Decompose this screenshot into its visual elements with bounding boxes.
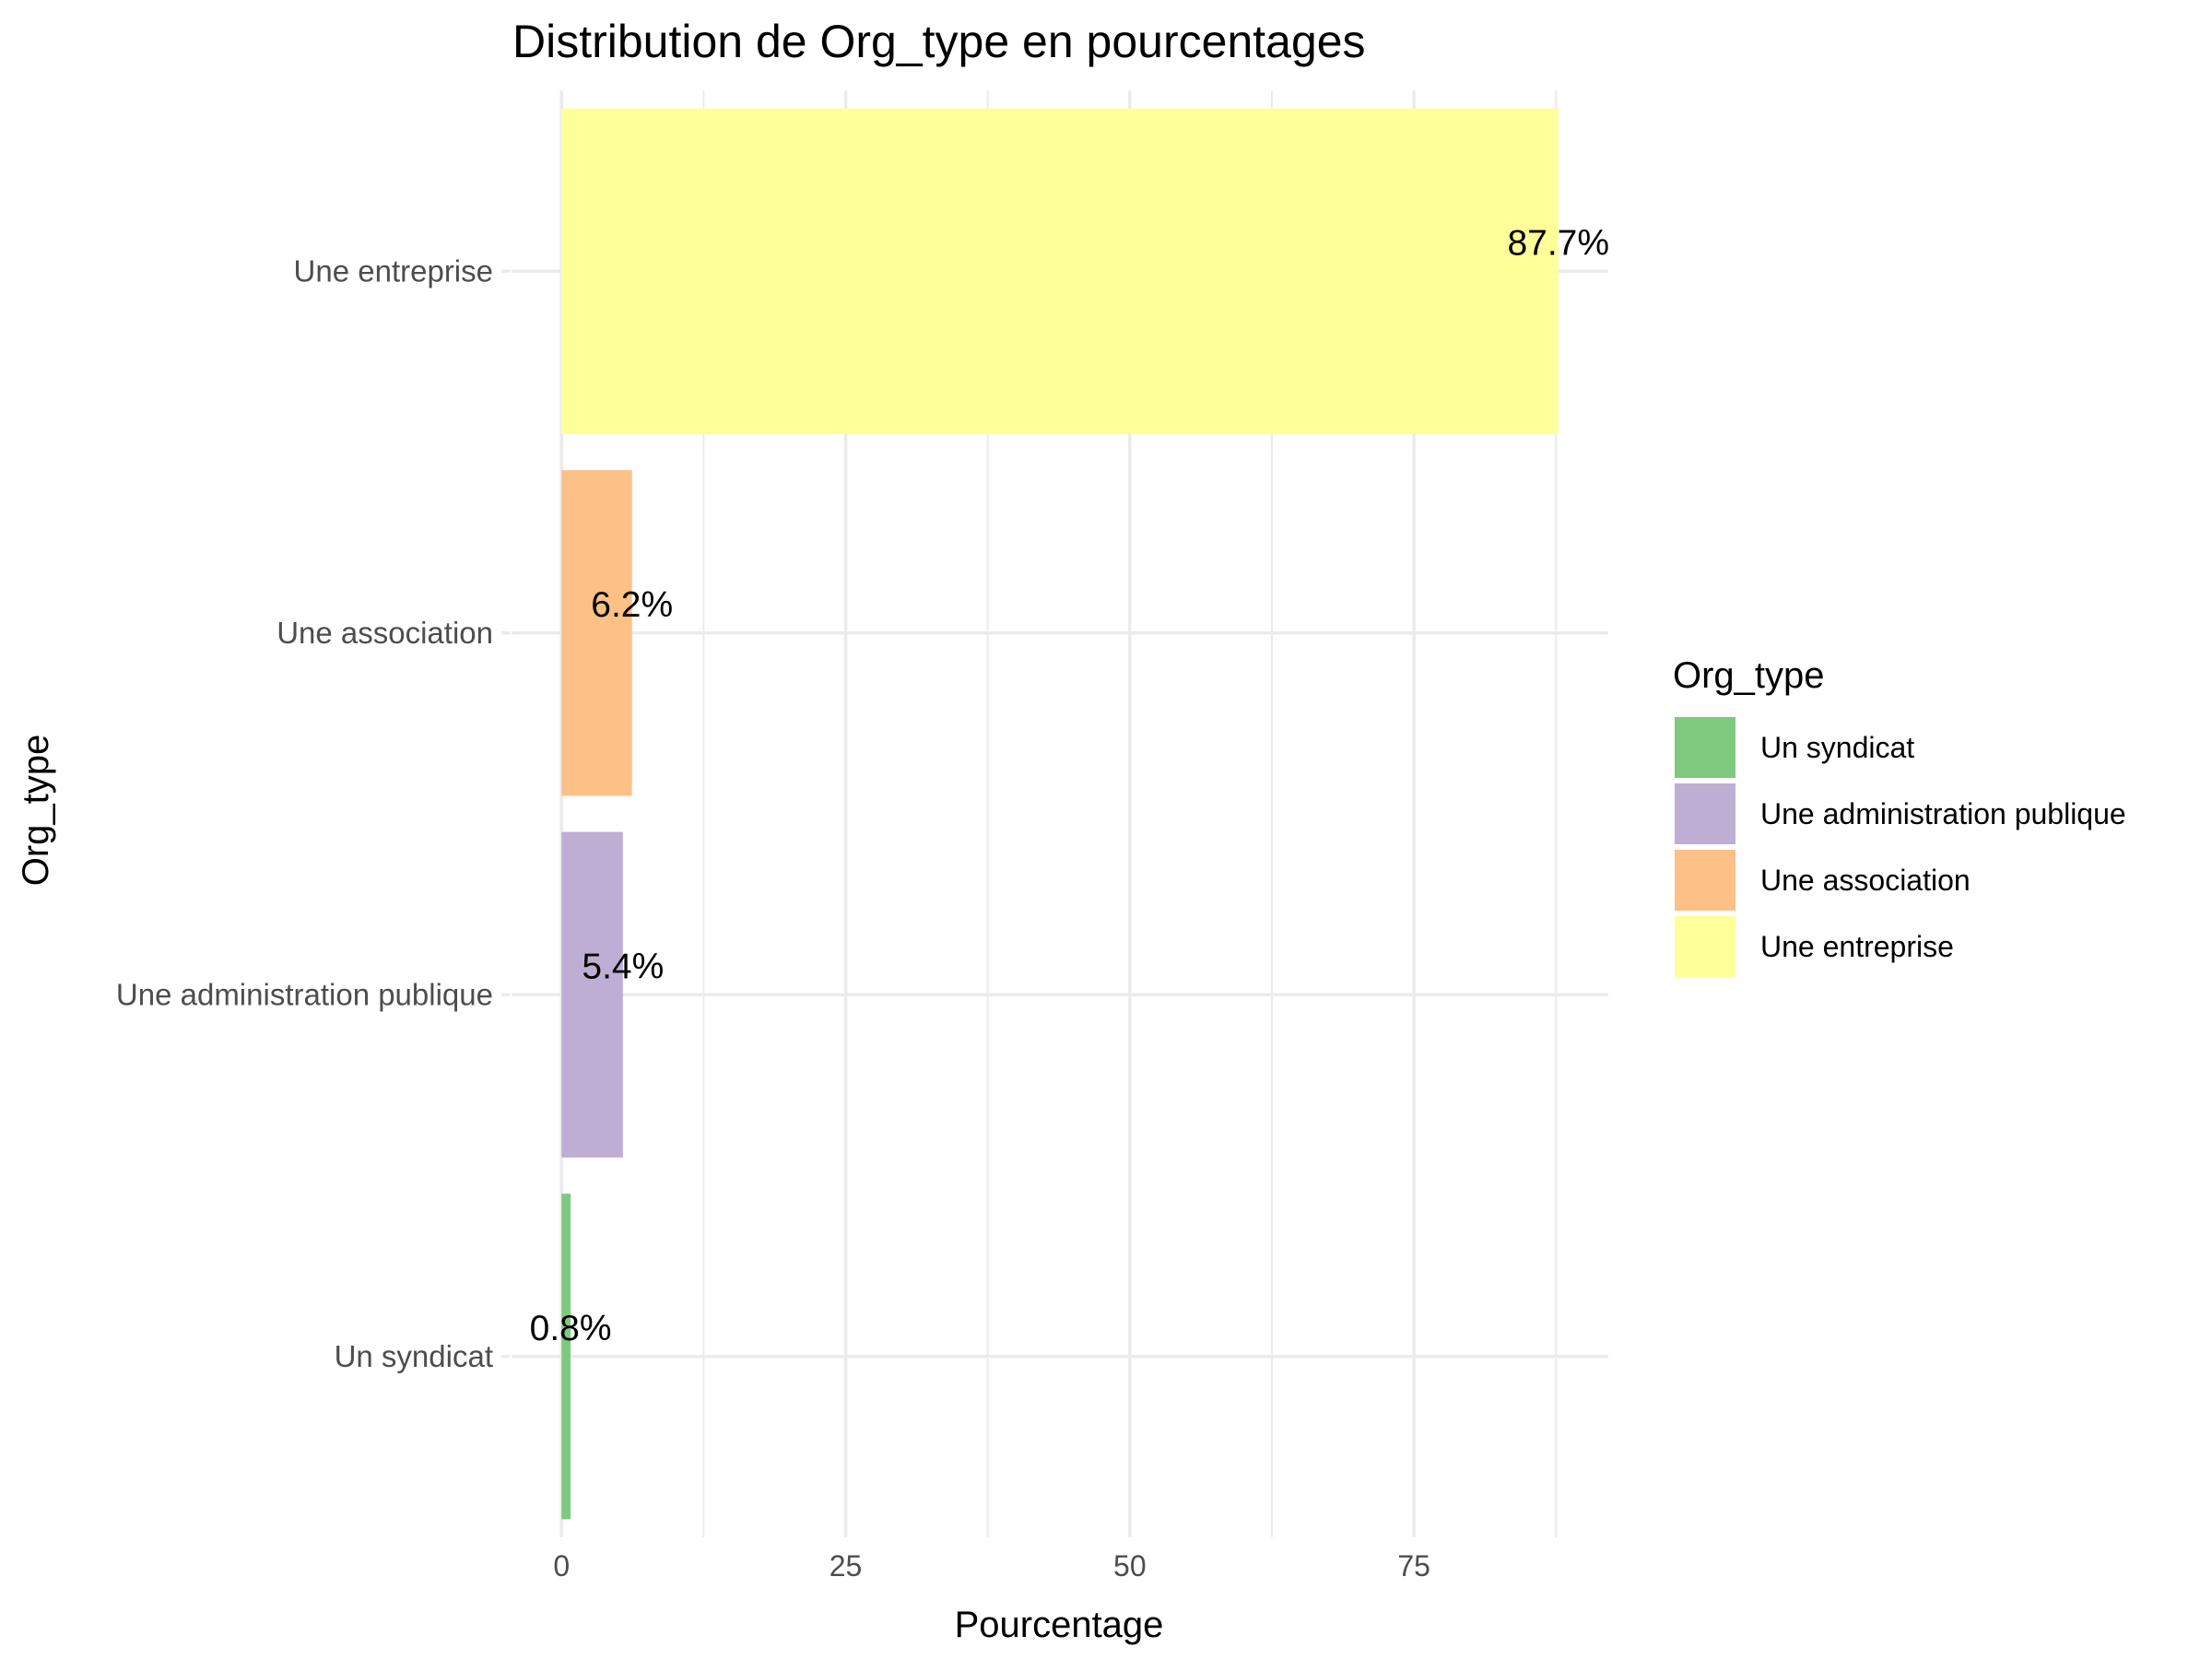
legend-key — [1675, 850, 1735, 911]
legend-label: Une administration publique — [1760, 797, 2126, 830]
legend-key — [1675, 916, 1735, 977]
x-tick-label: 50 — [1113, 1549, 1147, 1583]
data-label: 0.8% — [530, 1309, 612, 1348]
data-label: 5.4% — [582, 947, 664, 986]
y-tick-label: Une entreprise — [294, 253, 493, 288]
legend-key — [1675, 717, 1735, 778]
bar — [561, 1194, 571, 1520]
x-tick-label: 25 — [830, 1549, 863, 1583]
legend: Org_type Un syndicat Une administration p… — [1673, 655, 2126, 977]
y-tick-label: Un syndicat — [335, 1339, 493, 1373]
bar — [561, 108, 1559, 434]
x-tick-label: 0 — [553, 1549, 570, 1583]
x-tick-label: 75 — [1397, 1549, 1430, 1583]
x-axis-title: Pourcentage — [955, 1605, 1164, 1645]
legend-key — [1675, 783, 1735, 844]
y-axis: Un syndicat Une administration publique Un… — [116, 253, 510, 1373]
legend-label: Une association — [1760, 864, 1971, 897]
x-axis: 0 25 50 75 — [553, 1549, 1430, 1583]
bar — [561, 831, 623, 1158]
y-axis-title: Org_type — [16, 735, 56, 887]
y-tick-label: Une association — [276, 616, 493, 650]
legend-label: Un syndicat — [1760, 731, 1914, 764]
bars — [561, 108, 1559, 1520]
chart-title: Distribution de Org_type en pourcentages — [512, 16, 1366, 67]
y-tick-label: Une administration publique — [116, 977, 493, 1011]
data-label: 6.2% — [591, 585, 673, 625]
data-labels: 0.8% 5.4% 6.2% 87.7% — [530, 223, 1609, 1348]
legend-title: Org_type — [1673, 655, 1825, 696]
legend-label: Une entreprise — [1760, 930, 1954, 963]
bar — [561, 470, 632, 796]
data-label: 87.7% — [1507, 223, 1609, 263]
